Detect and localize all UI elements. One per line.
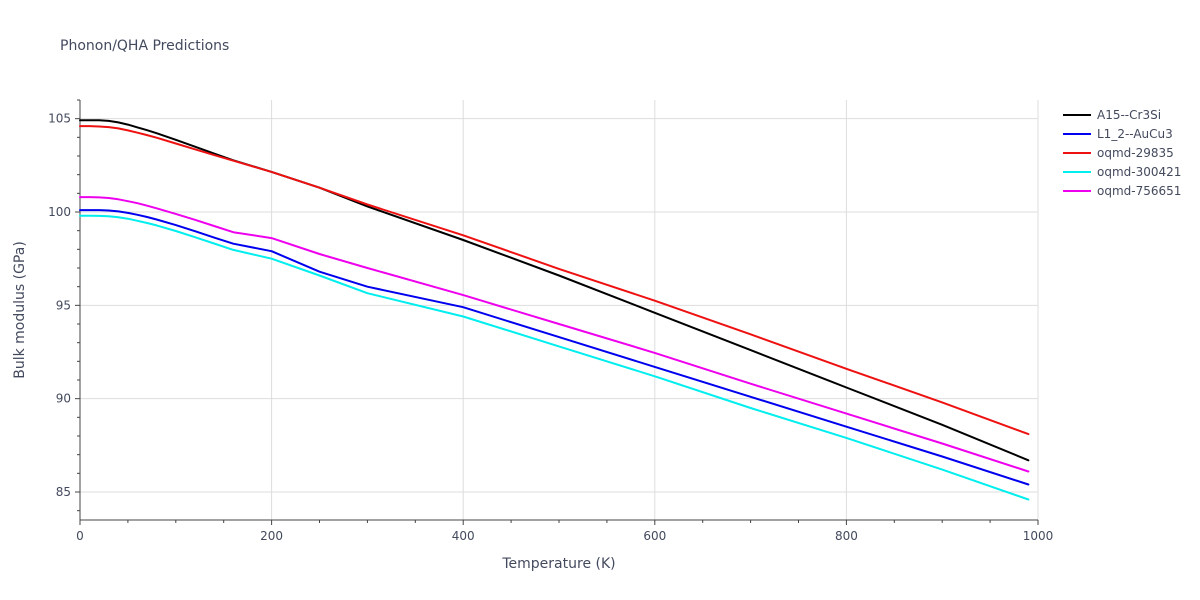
chart-title: Phonon/QHA Predictions — [60, 38, 229, 54]
series-line-oqmd-300421 — [79, 214, 1030, 501]
legend-item[interactable]: A15--Cr3Si — [1063, 108, 1161, 122]
x-tick-label: 400 — [452, 529, 475, 543]
series-line-L1_2--AuCu3 — [79, 209, 1030, 486]
legend-item[interactable]: oqmd-29835 — [1063, 146, 1174, 160]
legend[interactable]: A15--Cr3Si L1_2--AuCu3 oqmd-29835 oqmd-3004… — [1063, 108, 1181, 198]
series-lines — [79, 119, 1030, 501]
y-tick-label: 100 — [48, 205, 71, 219]
legend-label: oqmd-756651 — [1097, 184, 1181, 198]
series-line-A15--Cr3Si — [79, 119, 1030, 462]
tick-labels: 0 200 400 600 800 1000 85 90 95 100 105 — [48, 112, 1053, 543]
axes — [75, 99, 1039, 525]
legend-label: L1_2--AuCu3 — [1097, 127, 1173, 141]
y-tick-label: 95 — [56, 298, 71, 312]
legend-label: oqmd-300421 — [1097, 165, 1181, 179]
series-line-oqmd-29835 — [79, 125, 1030, 436]
legend-item[interactable]: oqmd-756651 — [1063, 184, 1181, 198]
grid — [79, 100, 1039, 520]
y-tick-label: 85 — [56, 485, 71, 499]
y-tick-label: 90 — [56, 392, 71, 406]
x-tick-label: 0 — [76, 529, 84, 543]
x-axis-label: Temperature (K) — [501, 556, 615, 572]
x-tick-label: 1000 — [1023, 529, 1054, 543]
legend-item[interactable]: L1_2--AuCu3 — [1063, 127, 1173, 141]
legend-label: A15--Cr3Si — [1097, 108, 1161, 122]
y-tick-label: 105 — [48, 112, 71, 126]
series-line-oqmd-756651 — [79, 196, 1030, 473]
legend-label: oqmd-29835 — [1097, 146, 1174, 160]
x-tick-label: 600 — [643, 529, 666, 543]
legend-item[interactable]: oqmd-300421 — [1063, 165, 1181, 179]
x-tick-label: 800 — [835, 529, 858, 543]
x-tick-label: 200 — [260, 529, 283, 543]
y-axis-label: Bulk modulus (GPa) — [12, 241, 28, 379]
